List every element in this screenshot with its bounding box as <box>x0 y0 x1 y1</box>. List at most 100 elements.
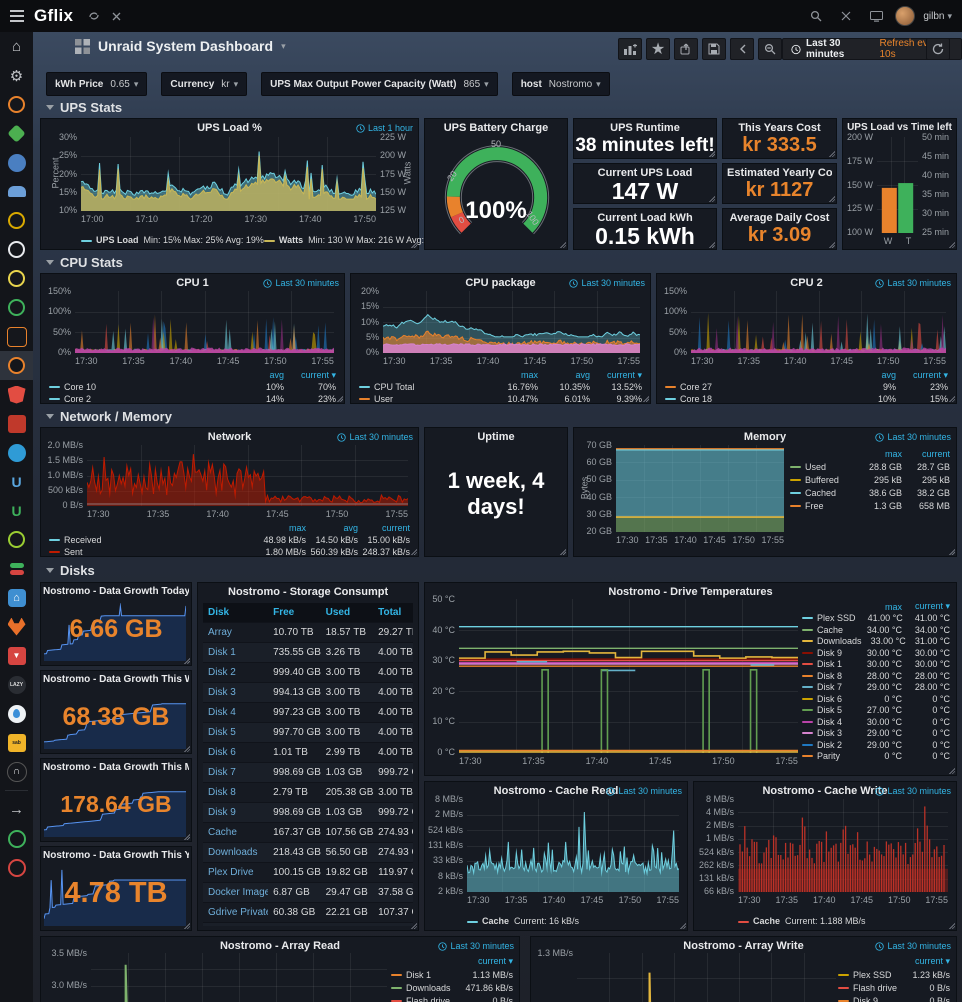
sidebar-app-green-u[interactable]: U <box>0 496 33 525</box>
time-override-badge[interactable]: Last 30 minutes <box>875 278 951 288</box>
panel-title[interactable]: Estimated Yearly Cost <box>727 167 832 179</box>
sidebar-settings[interactable]: ⚙ <box>0 61 33 90</box>
sidebar-app-blue-gear[interactable] <box>0 438 33 467</box>
sidebar-app-blue-disc[interactable] <box>0 148 33 177</box>
menu-icon[interactable] <box>0 0 34 32</box>
legend-item[interactable]: Disk 4 30.00 °C 0 °C <box>802 716 950 728</box>
legend-item[interactable]: UPS Load Min: 15% Max: 25% Avg: 19% <box>81 235 264 245</box>
sidebar-app-red-cluster[interactable] <box>0 409 33 438</box>
sidebar-app-downloader[interactable]: ▼ <box>0 641 33 670</box>
time-back-button[interactable] <box>730 38 754 60</box>
user-avatar[interactable] <box>895 6 916 26</box>
sidebar-app-orange-nodes[interactable] <box>0 322 33 351</box>
legend-item[interactable]: Used 28.8 GB 28.7 GB <box>790 460 950 473</box>
sidebar-app-cloud[interactable] <box>0 177 33 206</box>
resize-handle[interactable] <box>183 657 190 664</box>
sidebar-app-red-shield[interactable] <box>0 380 33 409</box>
legend-item[interactable]: Downloads 33.00 °C 31.00 °C <box>802 636 950 648</box>
sidebar-help[interactable] <box>0 853 33 882</box>
legend-item[interactable]: Disk 7 29.00 °C 28.00 °C <box>802 682 950 694</box>
variable-kwh-price[interactable]: kWh Price 0.65 ▾ <box>46 72 148 96</box>
time-override-badge[interactable]: Last 30 minutes <box>337 432 413 442</box>
time-override-badge[interactable]: Last 30 minutes <box>875 786 951 796</box>
legend-item[interactable]: Disk 1 1.13 MB/s <box>391 968 513 981</box>
resize-handle[interactable] <box>708 195 715 202</box>
panel-title[interactable]: Memory <box>743 431 787 443</box>
legend-item[interactable]: Disk 2 29.00 °C 0 °C <box>802 739 950 751</box>
sidebar-app-orange-ring[interactable] <box>0 90 33 119</box>
sidebar-sign-out[interactable]: → <box>0 795 33 824</box>
sidebar-jackett[interactable]: ∩ <box>0 757 33 786</box>
legend-item[interactable]: User 10.47% 6.01% 9.39% <box>359 393 642 405</box>
sidebar-gitlab[interactable] <box>0 612 33 641</box>
share-dashboard-button[interactable] <box>674 38 698 60</box>
legend-item[interactable]: Disk 8 28.00 °C 28.00 °C <box>802 670 950 682</box>
cycle-view-icon[interactable] <box>83 5 105 27</box>
panel-title[interactable]: UPS Load % <box>197 122 262 134</box>
chart-canvas[interactable] <box>738 799 948 892</box>
chart-canvas[interactable] <box>459 599 798 753</box>
time-override-badge[interactable]: Last 30 minutes <box>569 278 645 288</box>
chart-canvas[interactable] <box>691 291 946 353</box>
resize-handle[interactable] <box>410 241 417 248</box>
time-override-badge[interactable]: Last 30 minutes <box>606 786 682 796</box>
panel-title[interactable]: Nostromo - Data Growth This Year <box>43 850 189 861</box>
sidebar-sabnzbd[interactable]: sab <box>0 728 33 757</box>
panel-title[interactable]: Nostromo - Data Growth Today <box>43 586 189 597</box>
sidebar-app-white-cross[interactable] <box>0 235 33 264</box>
section-ups-stats[interactable]: UPS Stats <box>46 100 122 115</box>
legend-item[interactable]: Cached 38.6 GB 38.2 GB <box>790 486 950 499</box>
legend-item[interactable]: Disk 3 29.00 °C 0 °C <box>802 728 950 740</box>
legend-item[interactable]: CPU Total 16.76% 10.35% 13.52% <box>359 381 642 393</box>
panel-title[interactable]: CPU package <box>465 277 536 289</box>
resize-handle[interactable] <box>828 150 835 157</box>
brand-title[interactable]: Gflix <box>34 6 74 25</box>
panel-title[interactable]: Nostromo - Cache Read <box>493 785 619 797</box>
variable-currency[interactable]: Currency kr ▾ <box>161 72 248 96</box>
variable-value[interactable]: 0.65 ▾ <box>110 78 139 90</box>
panel-title[interactable]: Nostromo - Array Read <box>219 940 340 952</box>
panel-title[interactable]: Network <box>207 431 252 443</box>
panel-title[interactable]: UPS Battery Charge <box>443 122 549 134</box>
resize-handle[interactable] <box>183 922 190 929</box>
chart-canvas[interactable] <box>383 291 640 353</box>
chart-canvas[interactable] <box>87 445 408 506</box>
legend-item[interactable]: Cache Current: 16 kB/s <box>467 916 579 926</box>
panel-title[interactable]: CPU 2 <box>790 277 823 289</box>
panel-title[interactable]: Nostromo - Array Write <box>683 940 804 952</box>
battery-gauge[interactable] <box>437 137 557 241</box>
panel-title[interactable]: Average Daily Cost <box>729 212 830 224</box>
legend-item[interactable]: Plex SSD 41.00 °C 41.00 °C <box>802 613 950 625</box>
time-override-badge[interactable]: Last 30 minutes <box>875 941 951 951</box>
legend-item[interactable]: Core 18 10% 15% <box>665 393 948 405</box>
legend-item[interactable]: Core 27 9% 23% <box>665 381 948 393</box>
panel-title[interactable]: CPU 1 <box>176 277 209 289</box>
variable-ups-max-output-power-capacity-watt-[interactable]: UPS Max Output Power Capacity (Watt) 865 ▾ <box>261 72 498 96</box>
legend-item[interactable]: Sent 1.80 MB/s 560.39 kB/s 248.37 kB/s <box>49 546 410 558</box>
chart-canvas[interactable] <box>81 137 376 211</box>
legend-item[interactable]: Core 2 14% 23% <box>49 393 336 405</box>
star-dashboard-button[interactable]: ★ <box>646 38 670 60</box>
legend-item[interactable]: Disk 5 27.00 °C 0 °C <box>802 705 950 717</box>
resize-handle[interactable] <box>948 548 955 555</box>
legend-item[interactable]: Plex SSD 1.23 kB/s <box>838 968 950 981</box>
search-icon[interactable] <box>805 5 827 27</box>
panel-title[interactable]: This Years Cost <box>738 122 821 134</box>
sidebar-app-yellow-x[interactable] <box>0 264 33 293</box>
sidebar-github[interactable] <box>0 824 33 853</box>
section-disks[interactable]: Disks <box>46 563 95 578</box>
resize-handle[interactable] <box>410 548 417 555</box>
variable-value[interactable]: 865 ▾ <box>463 78 489 90</box>
sidebar-app-sushi[interactable] <box>0 525 33 554</box>
legend-item[interactable]: Flash drive 0 B/s <box>391 994 513 1002</box>
resize-handle[interactable] <box>559 241 566 248</box>
refresh-button[interactable] <box>926 38 950 60</box>
legend-item[interactable]: Free 1.3 GB 658 MB <box>790 499 950 512</box>
resize-handle[interactable] <box>948 395 955 402</box>
dashboard-icon[interactable] <box>75 38 90 54</box>
sidebar-app-green-circuit[interactable] <box>0 293 33 322</box>
resize-handle[interactable] <box>948 922 955 929</box>
time-override-badge[interactable]: Last 1 hour <box>356 123 413 133</box>
legend-item[interactable]: Parity 0 °C 0 °C <box>802 751 950 763</box>
variable-value[interactable]: kr ▾ <box>221 78 239 90</box>
